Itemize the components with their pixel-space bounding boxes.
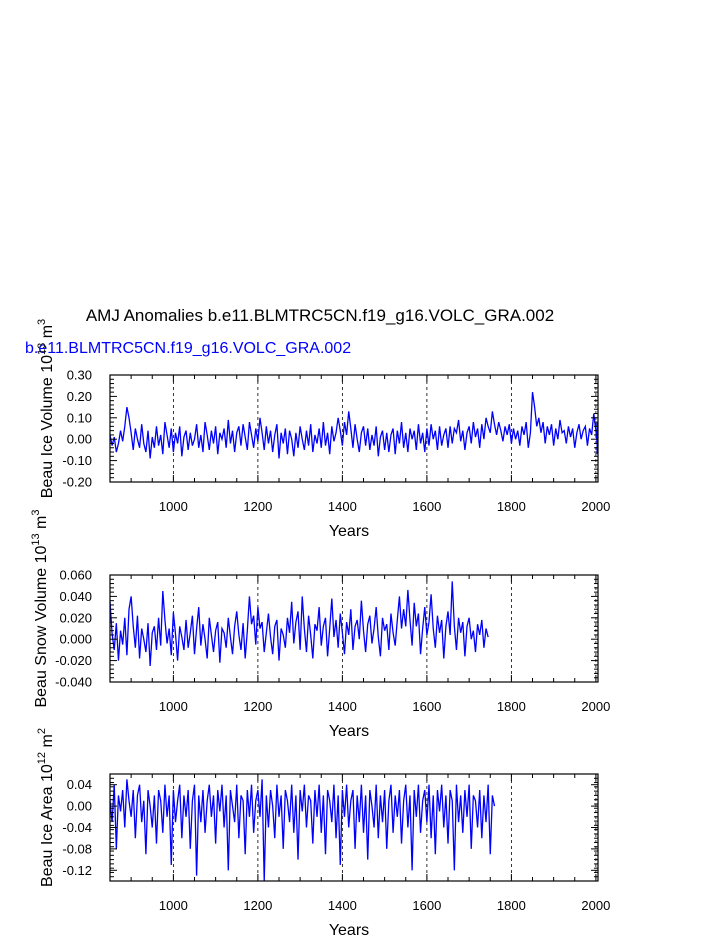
y-axis-label-superscript: 3 [36,319,48,325]
x-axis-label: Years [329,523,369,540]
x-tick-label: 1000 [159,699,188,714]
x-tick-label: 1600 [412,898,441,913]
x-tick-label: 1800 [497,499,526,514]
x-tick-label: 2000 [581,499,610,514]
series-line [109,392,598,459]
panel-1: 1000 1200 1400 1600 1800 2000 -0.20 -0.10 0.00 0.… [36,319,610,540]
y-tick-label: -0.20 [62,475,92,490]
y-axis-label-text: Beau Ice Area 10 [39,764,56,887]
figure-title: AMJ Anomalies b.e11.BLMTRC5CN.f19_g16.VO… [86,306,554,325]
y-axis-label-text: Beau Snow Volume 10 [33,546,50,708]
series-line [109,581,489,666]
y-axis-label-superscript: 12 [36,752,48,764]
y-tick-label: 0.020 [59,610,92,625]
x-axis-label: Years [329,723,369,740]
x-tick-label: 1800 [497,699,526,714]
y-tick-label: 0.040 [59,589,92,604]
figure-subtitle: b.e11.BLMTRC5CN.f19_g16.VOLC_GRA.002 [25,340,351,357]
y-tick-label: 0.060 [59,568,92,583]
y-axis-label-superscript: 13 [30,533,42,545]
y-axis-label-text: m [39,734,56,752]
x-tick-label: 1600 [412,699,441,714]
y-axis-label: Beau Ice Area 1012 m2 [36,728,56,887]
y-axis-label: Beau Ice Volume 1013 m3 [36,319,56,498]
x-tick-label: 2000 [581,898,610,913]
x-axis-label: Years [329,922,369,935]
x-tick-label: 1200 [243,699,272,714]
x-tick-label: 1800 [497,898,526,913]
y-tick-label: 0.04 [67,777,92,792]
x-tick-label: 1400 [328,898,357,913]
y-axis-label-text: m [33,516,50,534]
y-axis-label-superscript: 13 [36,343,48,355]
y-tick-label: -0.10 [62,453,92,468]
y-tick-label: -0.08 [62,841,92,856]
y-tick-label: 0.00 [67,432,92,447]
x-tick-label: 2000 [581,699,610,714]
y-axis-label-superscript: 3 [30,509,42,515]
y-tick-label: -0.020 [55,653,92,668]
panel-3: 1000 1200 1400 1600 1800 2000 -0.12 -0.08 -0.04 0… [36,728,610,935]
y-tick-label: -0.12 [62,863,92,878]
plot-frame [109,374,599,483]
series-line [109,779,496,882]
x-tick-label: 1400 [328,499,357,514]
x-tick-label: 1400 [328,699,357,714]
x-tick-label: 1000 [159,499,188,514]
y-tick-label: 0.10 [67,410,92,425]
x-tick-label: 1200 [243,898,272,913]
y-axis-label-superscript: 2 [36,728,48,734]
y-axis-label: Beau Snow Volume 1013 m3 [30,509,50,707]
y-axis-label-text: m [39,325,56,343]
y-tick-label: 0.000 [59,632,92,647]
y-tick-label: 0.20 [67,389,92,404]
panel-2: 1000 1200 1400 1600 1800 2000 -0.040 -0.020 0.00… [30,509,610,740]
x-tick-label: 1000 [159,898,188,913]
y-tick-label: 0.00 [67,799,92,814]
y-tick-label: -0.040 [55,675,92,690]
plot-frame [109,574,599,683]
x-tick-label: 1200 [243,499,272,514]
y-tick-label: 0.30 [67,368,92,383]
y-axis-label-text: Beau Ice Volume 10 [39,355,56,498]
chart-panels: 1000 1200 1400 1600 1800 2000 -0.20 -0.10 0.00 0.… [30,319,610,935]
x-tick-label: 1600 [412,499,441,514]
y-tick-label: -0.04 [62,820,92,835]
